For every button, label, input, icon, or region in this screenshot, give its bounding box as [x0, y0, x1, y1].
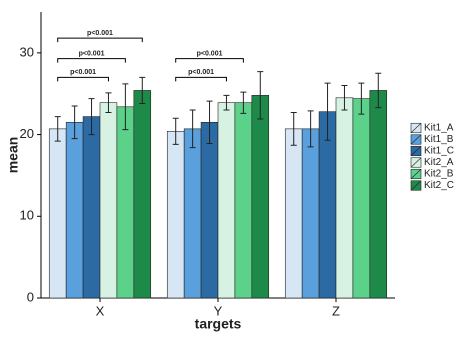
- error-bar: [358, 82, 365, 115]
- x-tick-label: Y: [214, 303, 223, 318]
- legend-slash: [410, 157, 422, 168]
- bar: [251, 95, 270, 299]
- error-bar: [105, 92, 112, 114]
- error-bar: [240, 91, 247, 114]
- significance-bracket: [175, 58, 244, 63]
- legend-label: Kit2_C: [424, 180, 454, 191]
- error-bar: [122, 83, 129, 131]
- bar: [133, 90, 152, 299]
- legend-slash: [410, 180, 422, 191]
- bar: [65, 122, 84, 299]
- error-bar: [172, 117, 179, 145]
- bar: [234, 102, 253, 299]
- bar: [352, 98, 371, 299]
- legend-slash: [410, 146, 422, 156]
- significance-bracket: [57, 76, 109, 82]
- x-tick-label: Z: [332, 303, 340, 318]
- significance-bracket: [57, 58, 126, 63]
- legend-label: Kit1_B: [424, 134, 454, 145]
- y-tick-label: 20: [20, 126, 34, 141]
- legend-label: Kit1_C: [424, 146, 454, 157]
- bar: [335, 97, 354, 299]
- x-axis-label: targets: [195, 316, 242, 332]
- legend-slash: [410, 134, 422, 145]
- x-tick-label: X: [96, 303, 105, 318]
- bar: [301, 128, 320, 299]
- legend-slash: [410, 123, 422, 133]
- error-bar: [88, 98, 95, 136]
- error-bar: [139, 76, 146, 105]
- bar: [116, 106, 135, 299]
- error-bar: [257, 71, 264, 120]
- bar: [183, 128, 202, 299]
- error-bar: [189, 109, 196, 149]
- bar: [200, 122, 219, 299]
- significance-label: p<0.001: [87, 30, 113, 37]
- error-bar: [71, 105, 78, 140]
- bar: [82, 116, 101, 299]
- bar: [217, 102, 236, 299]
- legend-slash: [410, 169, 422, 179]
- significance-label: p<0.001: [188, 69, 214, 76]
- y-axis-label: mean: [5, 137, 21, 174]
- bar: [48, 128, 67, 299]
- error-bar: [375, 72, 382, 109]
- bar: [369, 90, 388, 299]
- legend-label: Kit2_A: [424, 157, 454, 168]
- error-bar: [324, 82, 331, 141]
- bar: [284, 128, 303, 299]
- y-tick-label: 30: [20, 44, 34, 59]
- y-tick-label: 10: [20, 208, 34, 223]
- significance-bracket: [175, 76, 227, 82]
- error-bar: [206, 100, 213, 145]
- significance-label: p<0.001: [70, 69, 96, 76]
- bar: [166, 131, 185, 299]
- error-bar: [341, 85, 348, 111]
- legend-label: Kit2_B: [424, 169, 454, 180]
- significance-bracket: [57, 37, 143, 43]
- significance-label: p<0.001: [197, 50, 223, 57]
- error-bar: [223, 94, 230, 111]
- error-bar: [307, 110, 314, 148]
- error-bar: [54, 116, 61, 142]
- bar: [99, 102, 118, 299]
- significance-label: p<0.001: [79, 50, 105, 57]
- error-bar: [290, 112, 297, 146]
- legend-label: Kit1_A: [424, 123, 454, 134]
- y-tick-label: 0: [27, 289, 34, 304]
